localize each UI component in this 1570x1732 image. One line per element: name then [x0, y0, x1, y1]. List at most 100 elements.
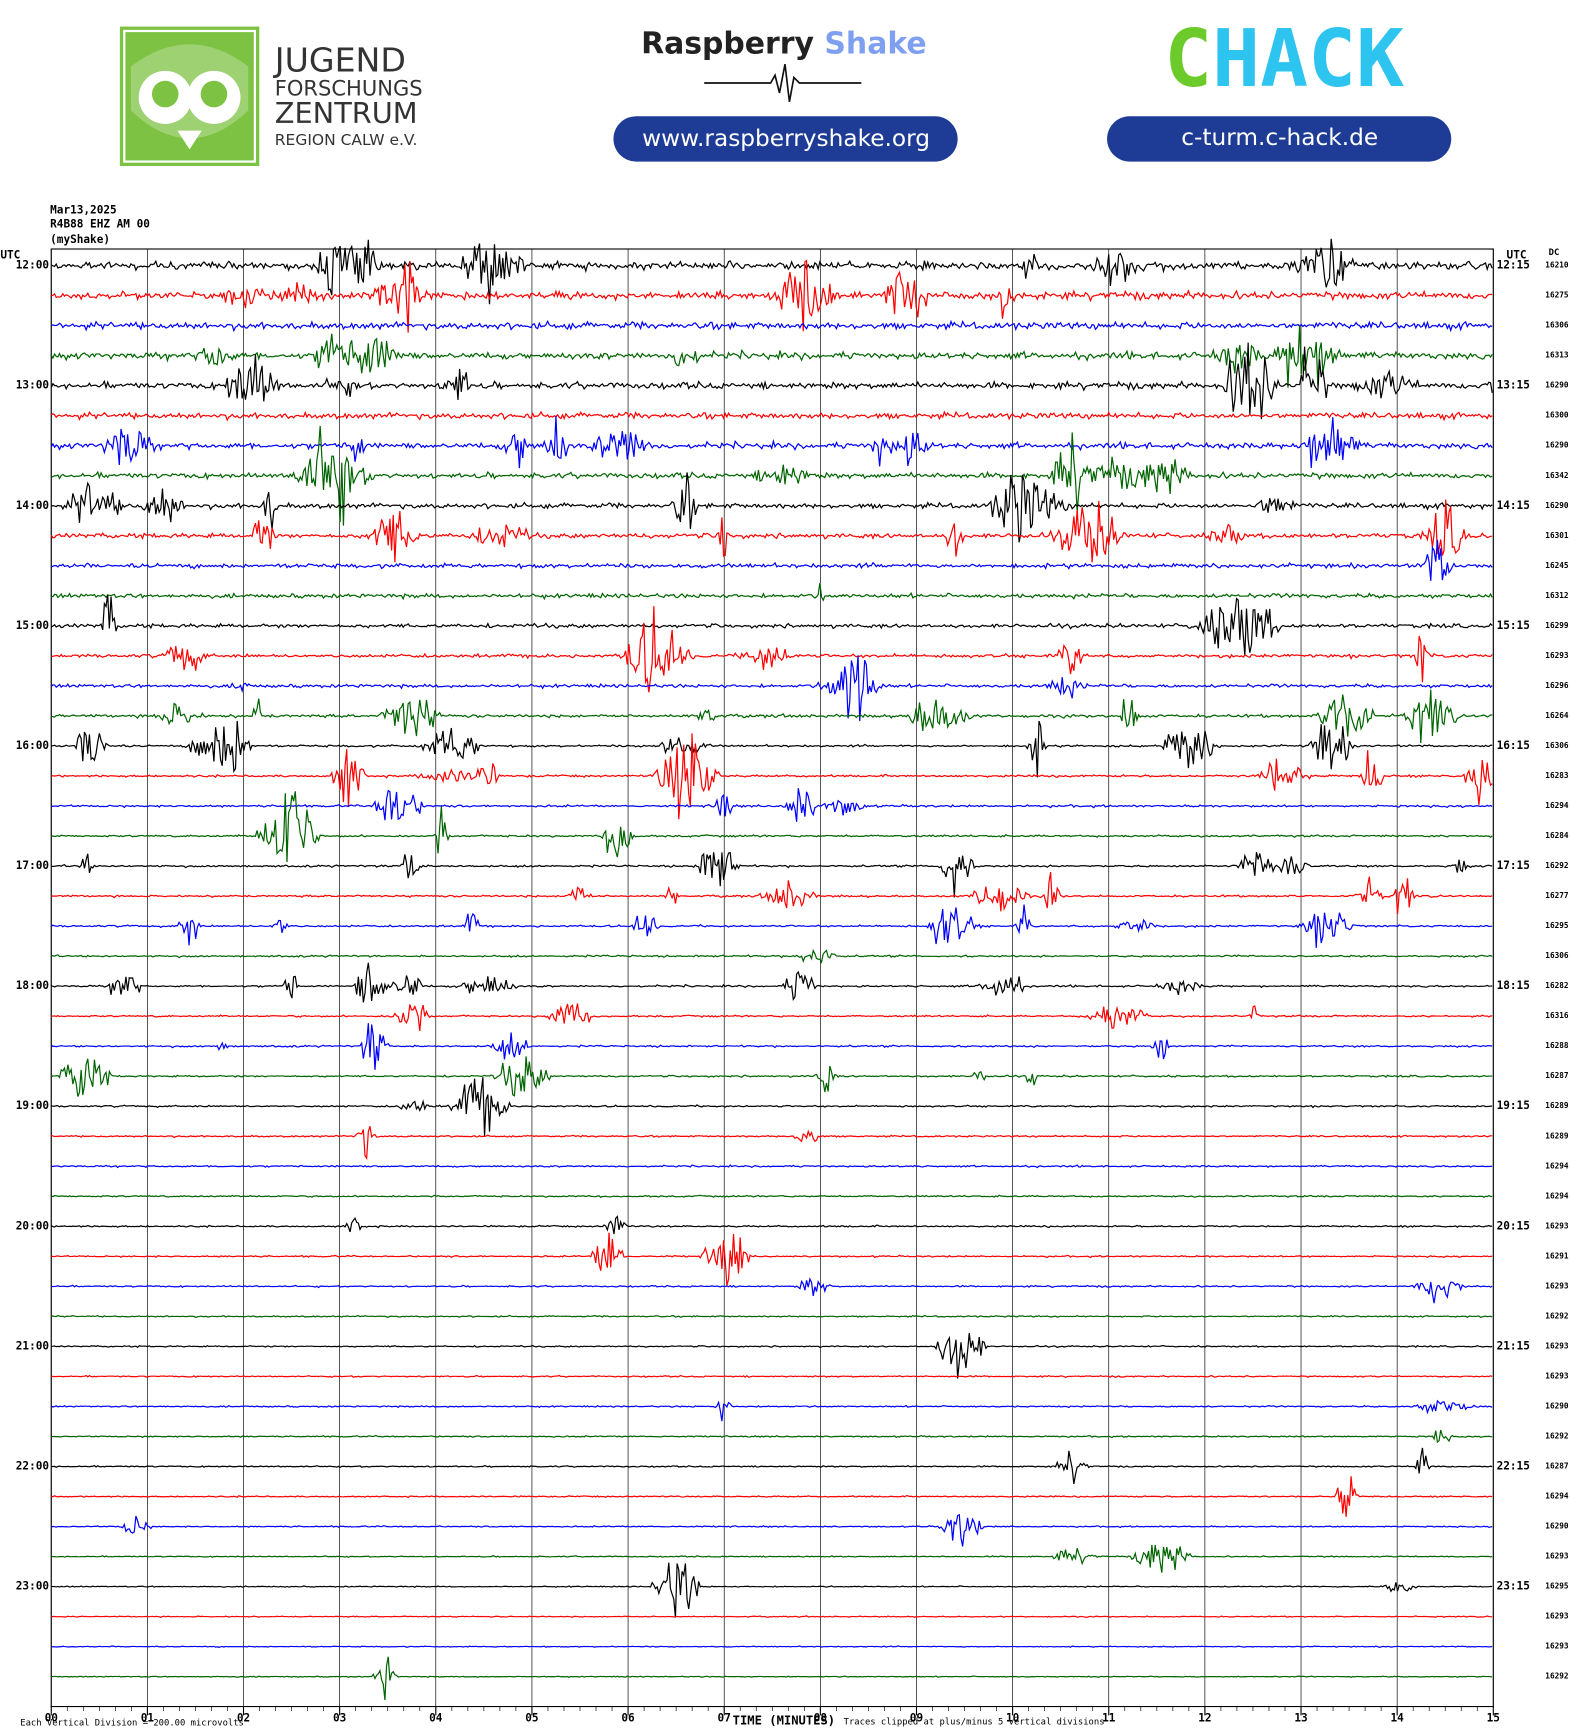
trace — [51, 871, 1493, 915]
clip-note: Traces clipped at plus/minus 5 vertical … — [844, 1718, 1105, 1728]
trace — [51, 259, 1493, 333]
dc-value: 16294 — [1545, 1161, 1569, 1170]
dc-value: 16295 — [1545, 1582, 1569, 1591]
trace — [51, 425, 1493, 526]
plot-frame — [50, 248, 1494, 1708]
row-time-label: 17:15 — [1497, 859, 1530, 872]
trace — [51, 788, 1493, 822]
row-time-label: 20:15 — [1497, 1219, 1530, 1232]
dc-value: 16291 — [1545, 1251, 1569, 1260]
dc-value: 16292 — [1545, 1431, 1569, 1440]
owl-beak — [177, 130, 202, 150]
trace — [50, 415, 1493, 469]
rs-wave — [704, 64, 862, 102]
dc-value: 16293 — [1545, 1371, 1569, 1380]
trace — [51, 851, 1493, 898]
x-tick-label: 09 — [910, 1712, 923, 1725]
trace — [51, 1544, 1493, 1573]
trace — [51, 791, 1493, 863]
row-time-label: 14:00 — [16, 499, 49, 512]
trace — [50, 655, 1493, 722]
owl-pupil — [200, 80, 228, 108]
dc-value: 16289 — [1545, 1131, 1569, 1140]
row-time-label: 15:00 — [16, 619, 49, 632]
row-time-label: 20:00 — [16, 1219, 49, 1232]
x-axis-title: TIME (MINUTES) — [733, 1713, 835, 1727]
row-time-label: 23:00 — [16, 1580, 49, 1593]
jfz-text: REGION CALW e.V. — [275, 131, 418, 149]
x-tick-label: 02 — [237, 1712, 250, 1725]
trace — [50, 904, 1493, 948]
x-tick-label: 10 — [1006, 1712, 1019, 1725]
row-time-label: 18:00 — [16, 979, 49, 992]
trace — [50, 342, 1493, 420]
trace — [51, 1374, 1493, 1379]
chack-letter: C — [1164, 12, 1212, 105]
rs-title: Raspberry Shake — [641, 26, 927, 61]
row-time-label: 15:15 — [1497, 619, 1530, 632]
dc-value: 16306 — [1545, 321, 1569, 330]
chack-letters: HACK — [1212, 12, 1404, 105]
dc-value: 16293 — [1545, 651, 1569, 660]
trace — [51, 1476, 1493, 1517]
dc-value: 16313 — [1545, 351, 1569, 360]
trace — [50, 1023, 1493, 1070]
dc-value: 16312 — [1545, 591, 1569, 600]
dc-value: 16292 — [1545, 1672, 1569, 1681]
jfz-text: ZENTRUM — [275, 96, 418, 130]
trace — [51, 472, 1493, 543]
trace — [51, 319, 1493, 333]
row-time-label: 12:15 — [1497, 259, 1530, 272]
trace — [50, 539, 1493, 581]
row-time-label: 19:00 — [16, 1099, 49, 1112]
row-time-label: 22:15 — [1497, 1460, 1530, 1473]
row-time-label: 17:00 — [16, 859, 49, 872]
trace — [51, 1003, 1493, 1032]
dc-value: 16290 — [1545, 381, 1569, 390]
rs-url: www.raspberryshake.org — [642, 125, 930, 152]
dc-value: 16293 — [1545, 1341, 1569, 1350]
trace — [51, 582, 1493, 602]
row-time-label: 21:00 — [16, 1339, 49, 1352]
dc-value: 16245 — [1545, 561, 1569, 570]
trace — [51, 689, 1493, 743]
trace — [50, 499, 1493, 563]
dc-value: 16289 — [1545, 1101, 1569, 1110]
trace — [51, 1164, 1493, 1169]
x-tick-label: 05 — [525, 1712, 538, 1725]
dc-value: 16300 — [1545, 411, 1569, 420]
x-tick-label: 13 — [1294, 1712, 1307, 1725]
trace — [50, 324, 1493, 388]
jfz-logo — [119, 26, 260, 167]
row-time-label: 13:00 — [16, 379, 49, 392]
dc-value: 16275 — [1545, 291, 1569, 300]
station: R4B88 EHZ AM 00 — [50, 218, 150, 231]
trace — [51, 720, 1493, 778]
dc-value: 16287 — [1545, 1462, 1569, 1471]
trace — [51, 1277, 1493, 1304]
trace — [51, 1615, 1493, 1619]
dc-value: 16290 — [1545, 1522, 1569, 1531]
scale-note: Each Vertical Division = 200.00 microvol… — [20, 1719, 244, 1729]
x-tick-label: 12 — [1198, 1712, 1211, 1725]
owl-pupil — [151, 80, 179, 108]
dc-value: 16264 — [1545, 711, 1569, 720]
x-tick-label: 04 — [429, 1712, 443, 1725]
trace — [51, 948, 1493, 964]
trace — [51, 1194, 1493, 1199]
x-tick-label: 00 — [45, 1712, 58, 1725]
trace — [50, 1056, 1493, 1097]
dc-value: 16306 — [1545, 741, 1569, 750]
trace — [51, 1126, 1493, 1161]
row-time-label: 22:00 — [16, 1460, 49, 1473]
trace — [50, 1399, 1493, 1422]
row-time-label: 16:15 — [1497, 739, 1530, 752]
dc-value: 16294 — [1545, 1492, 1569, 1501]
dc-value: 16292 — [1545, 861, 1569, 870]
x-tick-label: 15 — [1487, 1712, 1500, 1725]
dc-value: 16342 — [1545, 471, 1569, 480]
date: Mar13,2025 — [50, 203, 117, 216]
x-tick-label: 07 — [718, 1712, 731, 1725]
dc-value: 16295 — [1545, 921, 1569, 930]
trace — [51, 1656, 1493, 1701]
